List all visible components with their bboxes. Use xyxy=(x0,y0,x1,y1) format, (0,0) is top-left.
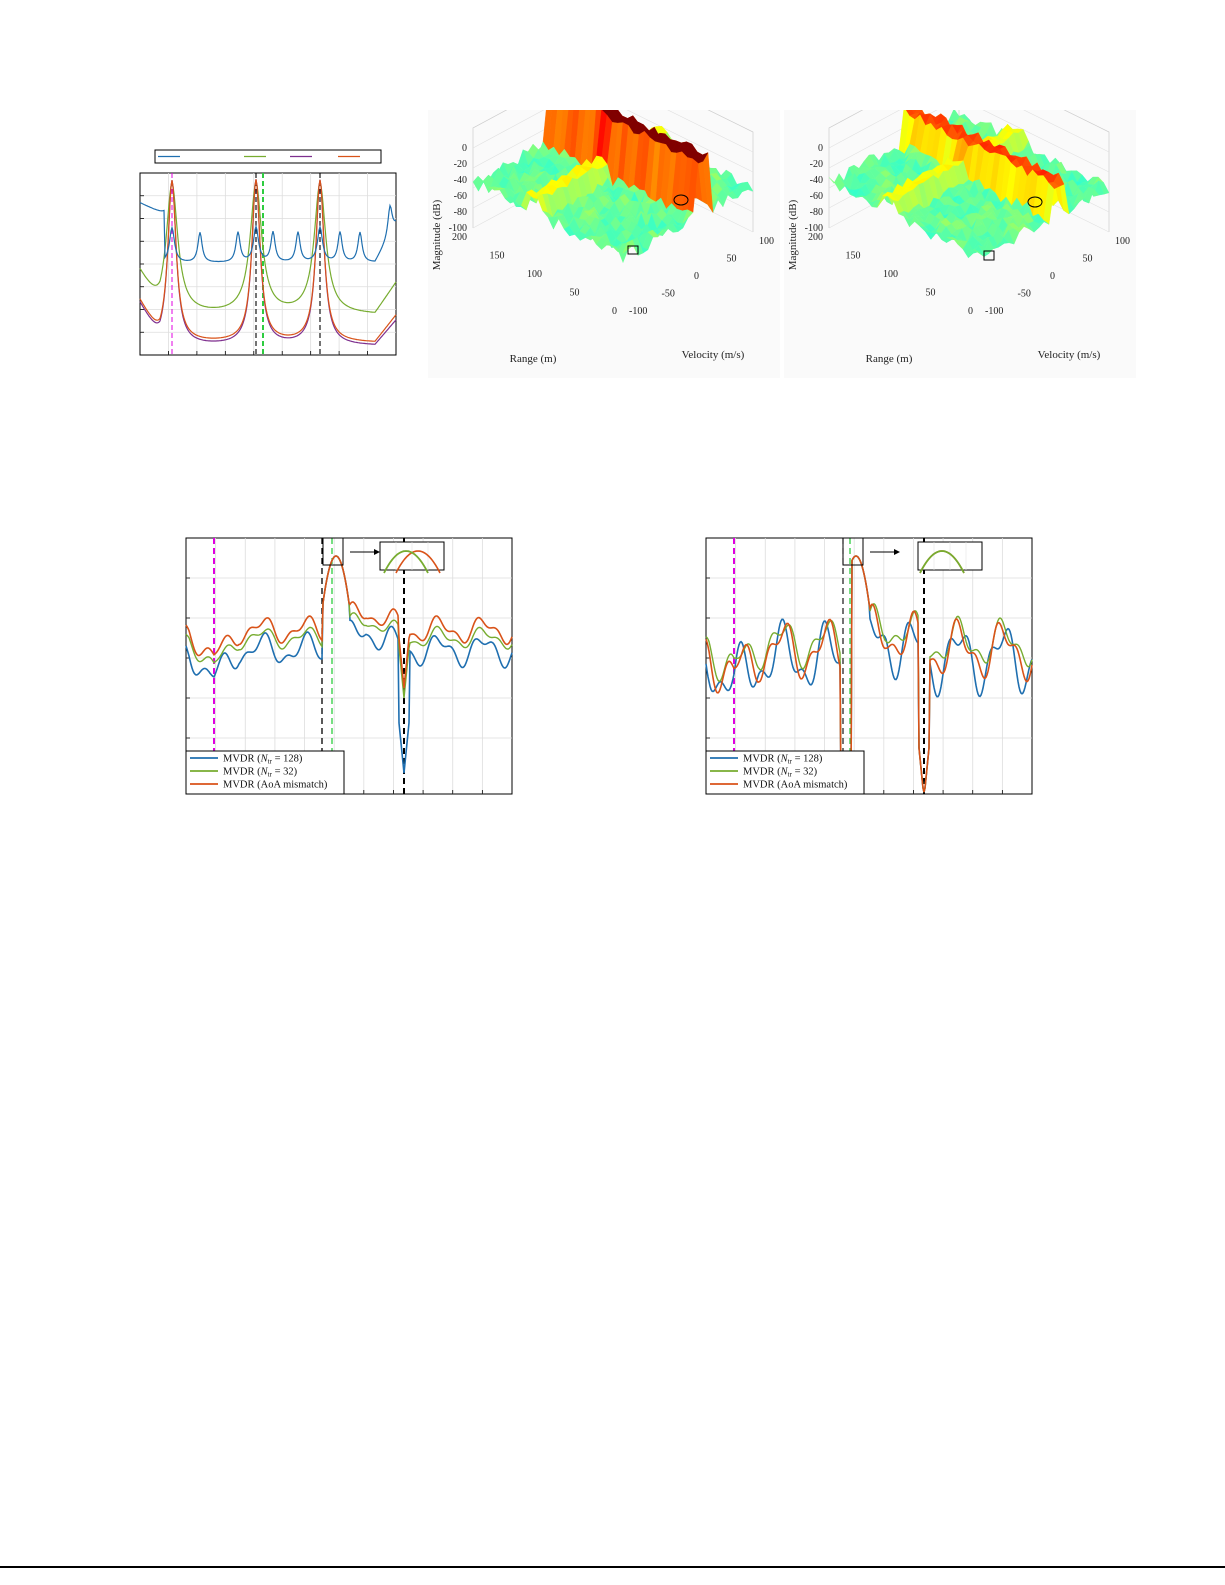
inset-curve xyxy=(383,550,429,574)
x-tick-label: 50 xyxy=(926,288,936,299)
y-tick-label: 50 xyxy=(1083,254,1093,265)
legend-entry: MVDR (Ntr = 32) xyxy=(743,767,818,779)
z-tick-label: 0 xyxy=(818,143,823,154)
z-tick-label: -40 xyxy=(454,175,467,186)
legend: MVDR (Ntr = 128)MVDR (Ntr = 32)MVDR (AoA… xyxy=(185,750,345,795)
series-line-orange xyxy=(139,179,397,342)
y-tick-label: -50 xyxy=(662,289,675,300)
surface-patch xyxy=(973,249,985,257)
grid-line xyxy=(472,110,754,173)
zoom-arrowhead xyxy=(894,549,900,555)
x-tick-label: 150 xyxy=(846,251,861,262)
target-square-marker xyxy=(983,250,995,261)
series-line-aoa xyxy=(185,555,513,689)
z-tick-label: -100 xyxy=(449,223,467,234)
y-tick-label: 50 xyxy=(727,254,737,265)
z-tick-label: -20 xyxy=(810,159,823,170)
z-tick-label: -20 xyxy=(454,159,467,170)
y-tick-label: -100 xyxy=(629,306,647,317)
zoom-box xyxy=(322,537,344,566)
page-bottom-rule xyxy=(0,1566,1225,1568)
spectrum-chart-top-left xyxy=(139,149,397,356)
x-axis-label: Range (m) xyxy=(510,353,557,365)
beampattern-chart-bottom-left: MVDR (Ntr = 128)MVDR (Ntr = 32)MVDR (AoA… xyxy=(185,537,513,795)
axis-box xyxy=(472,110,754,232)
zoom-arrowhead xyxy=(374,549,380,555)
grid-line xyxy=(828,110,1110,173)
legend-entry: MVDR (Ntr = 128) xyxy=(223,754,303,766)
axis-box xyxy=(828,110,1110,232)
x-tick-label: 0 xyxy=(968,306,973,317)
z-axis-label: Magnitude (dB) xyxy=(431,199,443,270)
z-tick-label: -40 xyxy=(810,175,823,186)
surface-patch xyxy=(617,248,629,264)
x-tick-label: 200 xyxy=(452,232,467,243)
z-tick-label: -80 xyxy=(454,207,467,218)
target-circle-marker xyxy=(1027,196,1043,208)
legend-entry: MVDR (Ntr = 32) xyxy=(223,767,298,779)
grid-line xyxy=(828,110,1110,153)
z-tick-label: 0 xyxy=(462,143,467,154)
y-tick-label: -100 xyxy=(985,306,1003,317)
x-tick-label: 100 xyxy=(527,269,542,280)
y-axis-label: Velocity (m/s) xyxy=(682,349,745,361)
y-tick-label: 0 xyxy=(694,271,699,282)
y-axis-label: Velocity (m/s) xyxy=(1038,349,1101,361)
y-tick-label: 0 xyxy=(1050,271,1055,282)
legend-entry: MVDR (AoA mismatch) xyxy=(743,780,848,791)
legend-box xyxy=(154,149,382,164)
zoom-box xyxy=(842,537,864,566)
y-tick-label: -50 xyxy=(1018,289,1031,300)
z-tick-label: -80 xyxy=(810,207,823,218)
inset-curve xyxy=(919,550,965,574)
target-circle-marker xyxy=(673,194,689,206)
x-tick-label: 50 xyxy=(570,288,580,299)
x-tick-label: 0 xyxy=(612,306,617,317)
grid-line xyxy=(472,110,754,153)
series-line-green xyxy=(139,180,397,313)
surface-patch xyxy=(911,110,918,115)
legend-entry: MVDR (AoA mismatch) xyxy=(223,780,328,791)
series-line-blue xyxy=(139,202,397,263)
z-tick-label: -60 xyxy=(454,191,467,202)
series-line-aoa xyxy=(705,555,1033,793)
x-tick-label: 200 xyxy=(808,232,823,243)
x-axis-label: Range (m) xyxy=(866,353,913,365)
z-tick-label: -100 xyxy=(805,223,823,234)
y-tick-label: 100 xyxy=(1115,236,1130,247)
inset-curve xyxy=(395,550,441,574)
legend: MVDR (Ntr = 128)MVDR (Ntr = 32)MVDR (AoA… xyxy=(705,750,865,795)
beampattern-chart-bottom-right: MVDR (Ntr = 128)MVDR (Ntr = 32)MVDR (AoA… xyxy=(705,537,1033,795)
z-axis-label: Magnitude (dB) xyxy=(787,199,799,270)
z-tick-label: -60 xyxy=(810,191,823,202)
legend-entry: MVDR (Ntr = 128) xyxy=(743,754,823,766)
y-tick-label: 100 xyxy=(759,236,774,247)
target-square-marker xyxy=(627,245,639,255)
x-tick-label: 100 xyxy=(883,269,898,280)
x-tick-label: 150 xyxy=(490,251,505,262)
